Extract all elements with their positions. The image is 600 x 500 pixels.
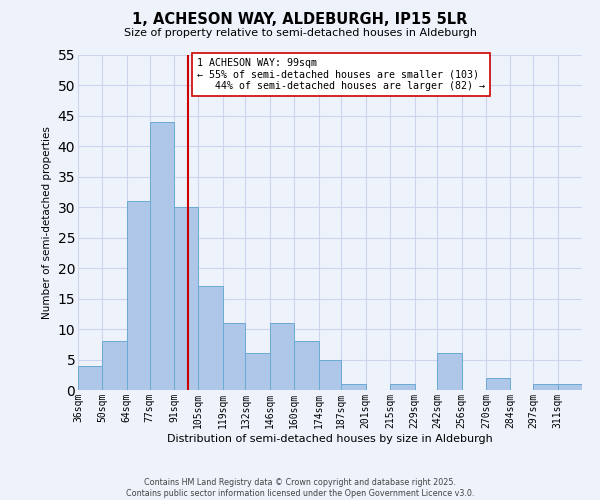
Bar bbox=[245, 354, 270, 390]
Bar bbox=[127, 201, 149, 390]
Bar bbox=[533, 384, 557, 390]
Bar bbox=[174, 208, 199, 390]
Bar bbox=[319, 360, 341, 390]
Bar bbox=[270, 323, 294, 390]
Bar bbox=[294, 342, 319, 390]
Bar bbox=[557, 384, 582, 390]
Bar bbox=[223, 323, 245, 390]
Bar bbox=[390, 384, 415, 390]
Bar bbox=[103, 342, 127, 390]
Bar bbox=[486, 378, 511, 390]
X-axis label: Distribution of semi-detached houses by size in Aldeburgh: Distribution of semi-detached houses by … bbox=[167, 434, 493, 444]
Bar bbox=[341, 384, 366, 390]
Text: 1, ACHESON WAY, ALDEBURGH, IP15 5LR: 1, ACHESON WAY, ALDEBURGH, IP15 5LR bbox=[133, 12, 467, 28]
Text: Contains HM Land Registry data © Crown copyright and database right 2025.
Contai: Contains HM Land Registry data © Crown c… bbox=[126, 478, 474, 498]
Text: 1 ACHESON WAY: 99sqm
← 55% of semi-detached houses are smaller (103)
   44% of s: 1 ACHESON WAY: 99sqm ← 55% of semi-detac… bbox=[197, 58, 485, 91]
Bar bbox=[199, 286, 223, 390]
Bar bbox=[149, 122, 174, 390]
Text: Size of property relative to semi-detached houses in Aldeburgh: Size of property relative to semi-detach… bbox=[124, 28, 476, 38]
Bar bbox=[78, 366, 103, 390]
Bar bbox=[437, 354, 461, 390]
Y-axis label: Number of semi-detached properties: Number of semi-detached properties bbox=[42, 126, 52, 319]
